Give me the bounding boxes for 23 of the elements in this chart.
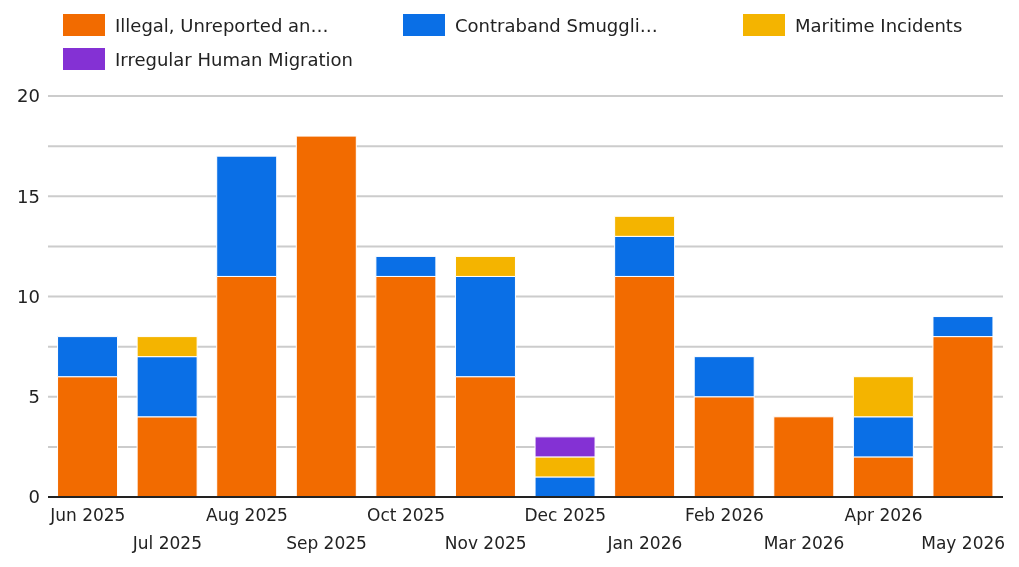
x-tick-label: Jul 2025 (131, 533, 202, 553)
legend-label: Illegal, Unreported an… (115, 14, 329, 36)
x-tick-label: Aug 2025 (206, 505, 288, 525)
legend-label: Irregular Human Migration (115, 48, 353, 70)
x-tick-label: Jan 2026 (606, 533, 683, 553)
x-tick-label: Nov 2025 (444, 533, 527, 553)
y-tick-label: 0 (28, 486, 40, 508)
legend-label: Maritime Incidents (795, 14, 963, 36)
x-tick-label: Jun 2025 (49, 505, 126, 525)
y-tick-label: 5 (28, 386, 40, 408)
x-tick-label: Feb 2026 (685, 505, 764, 525)
x-tick-label: Sep 2025 (286, 533, 367, 553)
x-tick-label: May 2026 (921, 533, 1006, 553)
y-tick-label: 10 (17, 285, 40, 307)
legend-label: Contraband Smuggli… (455, 14, 658, 36)
y-tick-label: 20 (17, 85, 40, 107)
bar (773, 416, 835, 497)
bar (295, 135, 357, 497)
x-tick-label: Mar 2026 (763, 533, 845, 553)
x-tick-label: Dec 2025 (524, 505, 607, 525)
x-tick-label: Oct 2025 (367, 505, 446, 525)
y-tick-label: 15 (17, 185, 40, 207)
x-tick-label: Apr 2026 (844, 505, 923, 525)
